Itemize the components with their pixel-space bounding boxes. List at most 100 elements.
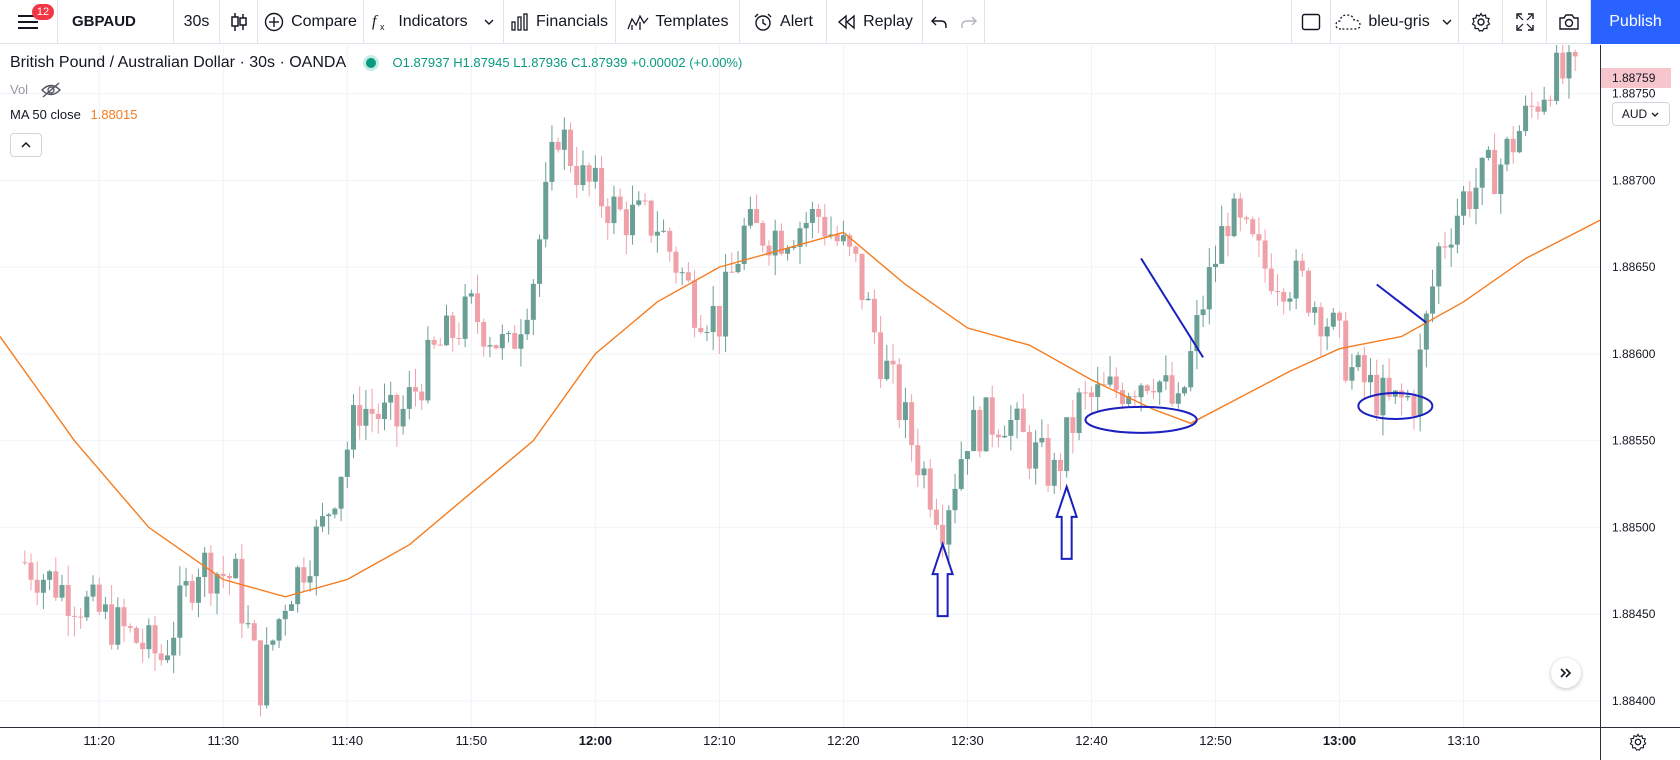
axis-settings-button[interactable] [1626, 730, 1650, 754]
candlestick-icon [230, 12, 247, 31]
alert-button[interactable]: Alert [740, 0, 827, 44]
candle-body [785, 248, 791, 254]
compare-label: Compare [291, 12, 357, 30]
candle [710, 285, 716, 351]
main-menu-button[interactable]: 12 [0, 0, 58, 44]
interval-button[interactable]: 30s [174, 0, 220, 44]
currency-select[interactable]: AUD [1612, 102, 1670, 126]
candle-body [220, 573, 226, 576]
candle-body [611, 196, 617, 224]
candle-body [338, 476, 344, 509]
candle-body [1064, 417, 1070, 472]
candle-body [1225, 226, 1231, 237]
collapse-legend-button[interactable] [10, 133, 42, 157]
candle [797, 221, 803, 264]
financials-button[interactable]: Financials [504, 0, 616, 44]
candle [1411, 389, 1417, 430]
candle-body [1181, 387, 1187, 394]
candle [729, 252, 735, 273]
layout-name-button[interactable]: bleu-gris [1331, 0, 1459, 44]
candle [1293, 249, 1299, 310]
compare-button[interactable]: Compare [258, 0, 364, 44]
snapshot-button[interactable] [1547, 0, 1591, 44]
candle-body [940, 524, 946, 545]
candle-body [1380, 377, 1386, 416]
price-chart[interactable]: 1.88750 1.88700 1.88650 1.88600 1.88550 1.885… [0, 45, 1680, 760]
candle [1473, 168, 1479, 225]
candle [1275, 274, 1281, 306]
candle [127, 623, 133, 633]
fullscreen-button[interactable] [1503, 0, 1547, 44]
layout-select-button[interactable] [1291, 0, 1331, 44]
candle-body [555, 141, 561, 150]
candle [599, 156, 605, 219]
candle-body [1057, 459, 1063, 472]
financials-label: Financials [535, 12, 609, 30]
candle [555, 137, 561, 153]
candle [1529, 91, 1535, 118]
candle [1250, 216, 1256, 237]
candle-body [288, 604, 294, 611]
candle [1566, 45, 1572, 99]
candle-body [1318, 307, 1324, 337]
candle [1461, 186, 1467, 226]
symbol-description[interactable]: British Pound / Australian Dollar · 30s … [10, 54, 347, 71]
candle-body [1237, 198, 1243, 218]
scroll-to-realtime-button[interactable] [1551, 658, 1581, 688]
candle [679, 267, 685, 285]
candle [1380, 364, 1386, 436]
candle-body [1535, 106, 1541, 112]
candle [1070, 399, 1076, 454]
candle [214, 572, 220, 615]
candle [1088, 386, 1094, 414]
candle [1355, 351, 1361, 372]
symbol-search-button[interactable]: GBPAUD [58, 0, 174, 44]
candle-body [413, 387, 419, 392]
candle-body [605, 206, 611, 224]
candle-body [1119, 390, 1125, 404]
candle [537, 234, 543, 297]
candle [1541, 86, 1547, 115]
currency-label: AUD [1621, 107, 1648, 121]
candle-body [896, 364, 902, 421]
candle [239, 544, 245, 639]
time-tick-label: 11:30 [207, 733, 239, 748]
undo-icon[interactable] [930, 14, 948, 30]
candle [1020, 393, 1026, 433]
price-tick-label: 1.88700 [1612, 173, 1656, 187]
candle [84, 590, 90, 621]
candle-body [952, 488, 958, 511]
replay-button[interactable]: Replay [827, 0, 923, 44]
candle-body [363, 408, 369, 426]
candle-body [208, 552, 214, 594]
candle-body [1361, 355, 1367, 383]
candle [952, 473, 958, 524]
chart-type-button[interactable] [220, 0, 258, 44]
settings-button[interactable] [1459, 0, 1503, 44]
candle [363, 390, 369, 440]
candle-body [140, 642, 146, 650]
candle [1430, 269, 1436, 323]
candle-body [599, 167, 605, 207]
candle-body [648, 200, 654, 236]
candle-body [1188, 351, 1194, 388]
candle [723, 254, 729, 353]
candle [512, 324, 518, 350]
eye-hidden-icon[interactable] [40, 82, 62, 98]
candle-body [226, 575, 232, 579]
candle [1436, 242, 1442, 304]
trend-line-annotation [1376, 283, 1427, 324]
ma-label[interactable]: MA 50 close [10, 107, 81, 122]
volume-label[interactable]: Vol [10, 82, 29, 97]
candle-body [109, 604, 115, 645]
candle-body [1095, 384, 1101, 397]
candle-body [1132, 396, 1138, 398]
svg-text:f: f [372, 13, 379, 30]
candle-body [964, 451, 970, 460]
candle [524, 308, 530, 341]
candle [1349, 353, 1355, 390]
publish-button[interactable]: Publish [1591, 0, 1680, 44]
redo-icon[interactable] [960, 14, 978, 30]
templates-button[interactable]: Templates [616, 0, 740, 44]
